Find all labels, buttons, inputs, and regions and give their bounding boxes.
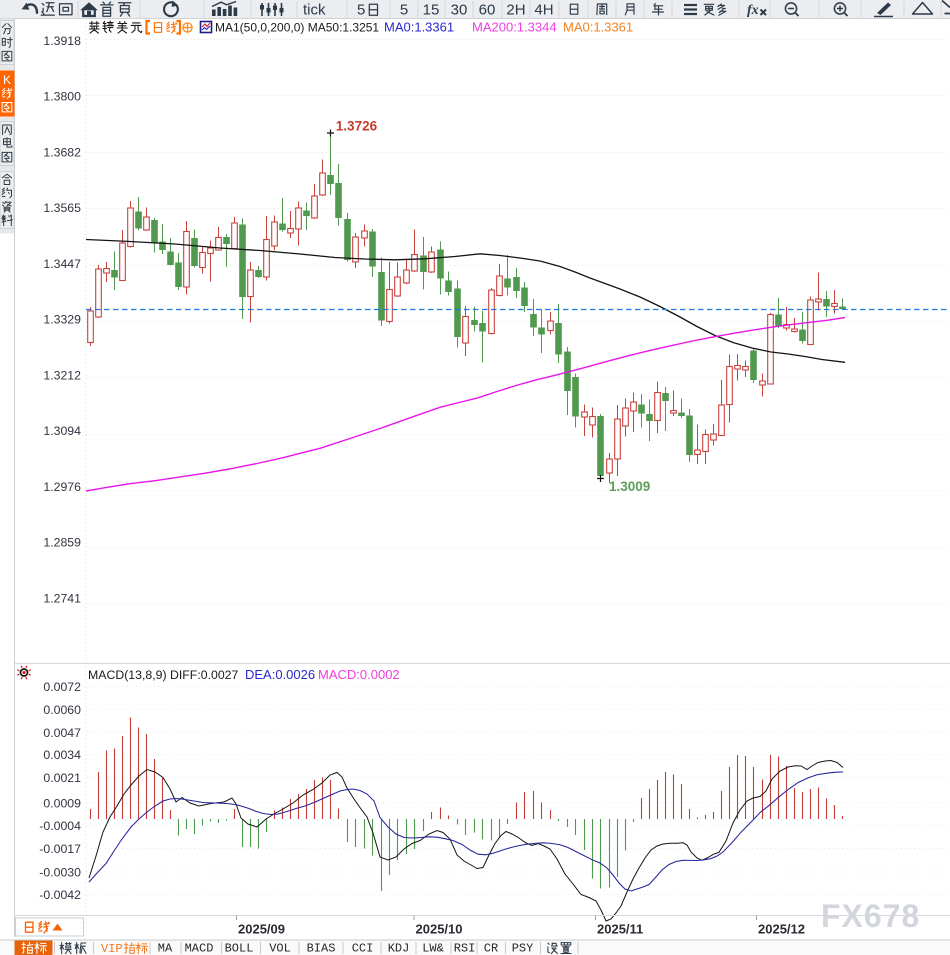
svg-text:DEA:0.0026: DEA:0.0026 bbox=[245, 667, 315, 682]
svg-text:PSY: PSY bbox=[512, 942, 534, 955]
svg-text:1.3329: 1.3329 bbox=[43, 313, 81, 327]
svg-text:5: 5 bbox=[357, 2, 365, 19]
svg-text:MA0:1.3361: MA0:1.3361 bbox=[384, 20, 454, 35]
svg-text:MA0:1.3361: MA0:1.3361 bbox=[563, 20, 633, 35]
svg-text:15: 15 bbox=[423, 2, 440, 19]
svg-text:MACD:0.0002: MACD:0.0002 bbox=[318, 667, 400, 682]
svg-text:1.3212: 1.3212 bbox=[43, 368, 81, 382]
svg-text:MA: MA bbox=[158, 942, 173, 955]
svg-text:1.3565: 1.3565 bbox=[43, 201, 81, 215]
svg-text:0.0047: 0.0047 bbox=[43, 726, 81, 740]
svg-text:2025/09: 2025/09 bbox=[238, 922, 285, 937]
svg-text:1.3726: 1.3726 bbox=[336, 118, 378, 133]
svg-text:RSI: RSI bbox=[454, 942, 476, 955]
svg-text:1.2976: 1.2976 bbox=[43, 480, 81, 494]
svg-text:2025/11: 2025/11 bbox=[597, 922, 643, 937]
svg-text:-0.0030: -0.0030 bbox=[39, 866, 81, 880]
svg-text:1.3009: 1.3009 bbox=[609, 479, 650, 494]
svg-text:MA200:1.3344: MA200:1.3344 bbox=[472, 20, 557, 35]
svg-text:BIAS: BIAS bbox=[307, 942, 336, 955]
svg-text:30: 30 bbox=[451, 2, 468, 19]
svg-text:-0.0004: -0.0004 bbox=[39, 819, 81, 833]
svg-text:MACD: MACD bbox=[185, 942, 214, 955]
svg-text:MA1(50,0,200,0) MA50:1.3251: MA1(50,0,200,0) MA50:1.3251 bbox=[215, 21, 379, 35]
svg-text:tick: tick bbox=[303, 2, 326, 19]
svg-text:5: 5 bbox=[400, 2, 408, 19]
svg-text:1.3447: 1.3447 bbox=[43, 257, 81, 271]
svg-text:VIP: VIP bbox=[101, 942, 123, 955]
svg-text:0.0060: 0.0060 bbox=[43, 703, 81, 717]
svg-text:1.2741: 1.2741 bbox=[43, 591, 81, 605]
svg-text:0.0072: 0.0072 bbox=[43, 680, 81, 694]
svg-text:KDJ: KDJ bbox=[388, 942, 410, 955]
svg-text:1.3094: 1.3094 bbox=[43, 424, 81, 438]
svg-text:2H: 2H bbox=[506, 2, 525, 19]
svg-text:VOL: VOL bbox=[269, 942, 291, 955]
svg-text:MACD(13,8,9) DIFF:0.0027: MACD(13,8,9) DIFF:0.0027 bbox=[88, 668, 239, 682]
svg-text:1.3800: 1.3800 bbox=[43, 90, 81, 104]
svg-text:-0.0042: -0.0042 bbox=[39, 888, 81, 902]
svg-text:-0.0017: -0.0017 bbox=[39, 842, 81, 856]
svg-text:BOLL: BOLL bbox=[225, 942, 254, 955]
svg-text:fx: fx bbox=[747, 3, 759, 18]
svg-text:2025/10: 2025/10 bbox=[416, 922, 463, 937]
svg-text:0.0034: 0.0034 bbox=[43, 748, 81, 762]
svg-text:0.0021: 0.0021 bbox=[43, 771, 81, 785]
svg-text:FX678: FX678 bbox=[821, 898, 920, 934]
svg-text:2025/12: 2025/12 bbox=[758, 922, 805, 937]
svg-text:0.0009: 0.0009 bbox=[43, 796, 81, 810]
svg-text:1.3682: 1.3682 bbox=[43, 146, 81, 160]
svg-text:60: 60 bbox=[479, 2, 496, 19]
svg-text:CR: CR bbox=[484, 942, 498, 955]
svg-text:4H: 4H bbox=[534, 2, 553, 19]
svg-text:CCI: CCI bbox=[352, 942, 374, 955]
svg-text:1.2859: 1.2859 bbox=[43, 536, 81, 550]
svg-text:1.3918: 1.3918 bbox=[43, 34, 81, 48]
svg-text:LW&: LW& bbox=[422, 942, 444, 955]
svg-text:K: K bbox=[3, 73, 11, 87]
